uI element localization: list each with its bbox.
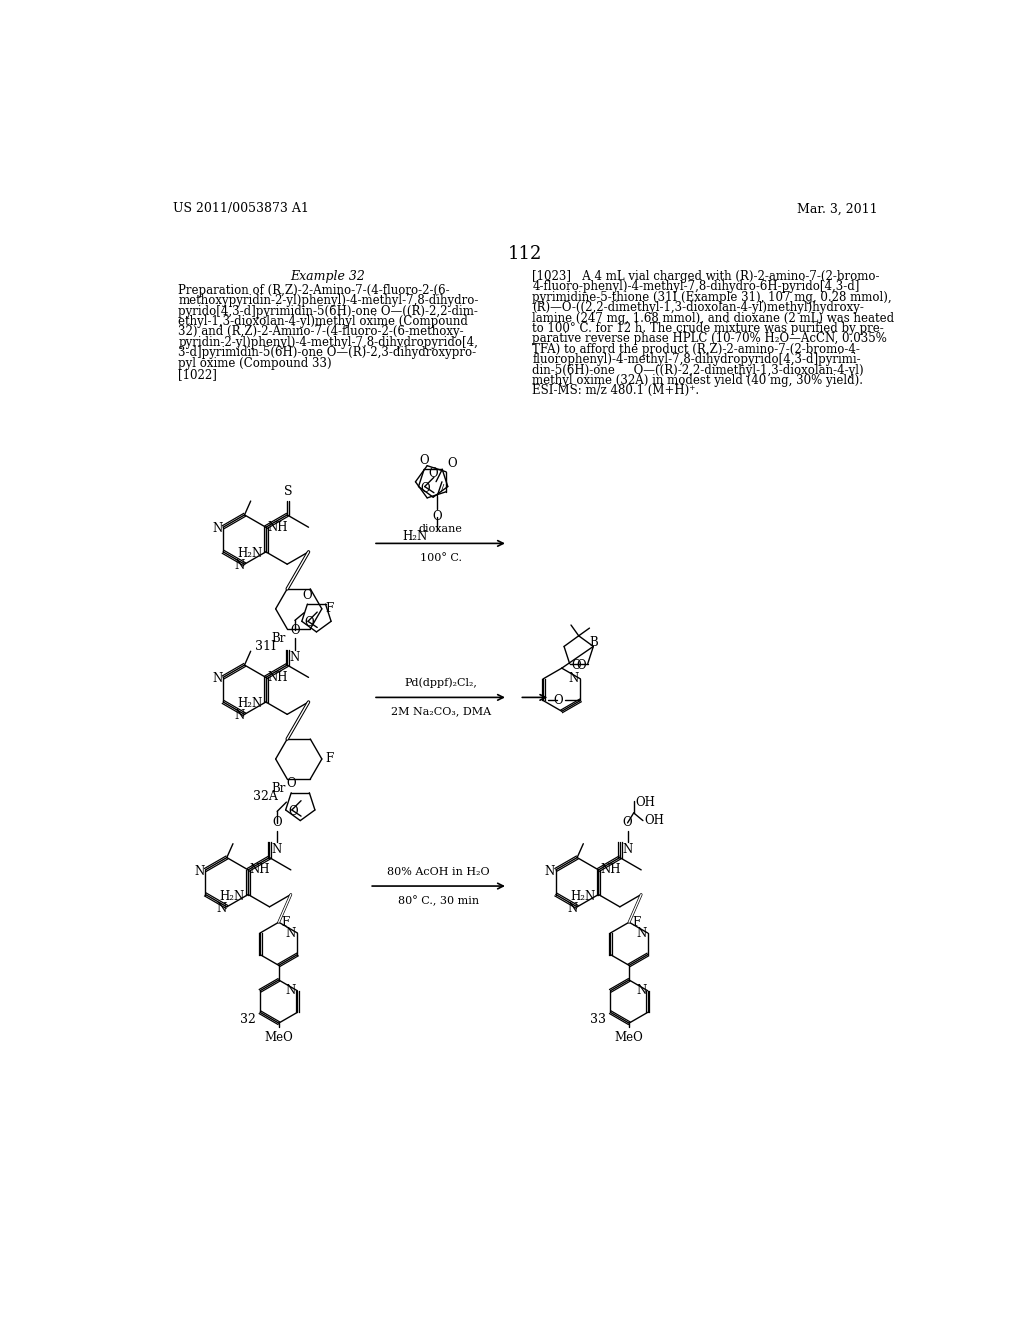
Text: N: N — [290, 651, 300, 664]
Text: F: F — [632, 916, 640, 929]
Text: N: N — [212, 523, 222, 536]
Text: N: N — [567, 902, 578, 915]
Text: ethyl-1,3-dioxolan-4-yl)methyl oxime (Compound: ethyl-1,3-dioxolan-4-yl)methyl oxime (Co… — [178, 315, 468, 329]
Text: O: O — [304, 616, 313, 630]
Text: O: O — [554, 694, 563, 708]
Text: 4-fluoro-phenyl)-4-methyl-7,8-dihydro-6H-pyrido[4,3-d]: 4-fluoro-phenyl)-4-methyl-7,8-dihydro-6H… — [532, 280, 860, 293]
Text: /: / — [441, 483, 444, 492]
Text: O: O — [288, 805, 298, 818]
Text: methoxypyridin-2-yl)phenyl)-4-methyl-7,8-dihydro-: methoxypyridin-2-yl)phenyl)-4-methyl-7,8… — [178, 294, 478, 308]
Text: F: F — [282, 916, 290, 929]
Text: TFA) to afford the product (R,Z)-2-amino-7-(2-bromo-4-: TFA) to afford the product (R,Z)-2-amino… — [532, 343, 860, 356]
Text: (R)—O-((2,2-dimethyl-1,3-dioxolan-4-yl)methyl)hydroxy-: (R)—O-((2,2-dimethyl-1,3-dioxolan-4-yl)m… — [532, 301, 864, 314]
Text: 112: 112 — [508, 244, 542, 263]
Text: US 2011/0053873 A1: US 2011/0053873 A1 — [173, 202, 309, 215]
Text: ESI-MS: m/z 480.1 (M+H)⁺.: ESI-MS: m/z 480.1 (M+H)⁺. — [532, 384, 699, 397]
Text: O: O — [287, 777, 296, 791]
Text: methyl oxime (32A) in modest yield (40 mg, 30% yield).: methyl oxime (32A) in modest yield (40 m… — [532, 374, 863, 387]
Text: pyridin-2-yl)phenyl)-4-methyl-7,8-dihydropyrido[4,: pyridin-2-yl)phenyl)-4-methyl-7,8-dihydr… — [178, 335, 478, 348]
Text: H₂N: H₂N — [402, 529, 428, 543]
Text: N: N — [286, 927, 296, 940]
Text: din-5(6H)-one     O—((R)-2,2-dimethyl-1,3-dioxolan-4-yl): din-5(6H)-one O—((R)-2,2-dimethyl-1,3-di… — [532, 363, 864, 376]
Text: Example 32: Example 32 — [290, 271, 366, 282]
Text: N: N — [234, 560, 245, 573]
Text: OH: OH — [635, 796, 655, 809]
Text: N: N — [234, 709, 245, 722]
Text: N: N — [636, 985, 646, 998]
Text: 80° C., 30 min: 80° C., 30 min — [398, 895, 479, 906]
Text: Pd(dppf)₂Cl₂,: Pd(dppf)₂Cl₂, — [404, 677, 477, 688]
Text: N: N — [286, 985, 296, 998]
Text: parative reverse phase HPLC (10-70% H₂O—AcCN, 0.035%: parative reverse phase HPLC (10-70% H₂O—… — [532, 333, 888, 346]
Text: N: N — [216, 902, 226, 915]
Text: NH: NH — [250, 863, 270, 876]
Text: 3-d]pyrimidin-5(6H)-one O—(R)-2,3-dihydroxypro-: 3-d]pyrimidin-5(6H)-one O—(R)-2,3-dihydr… — [178, 346, 476, 359]
Text: dioxane: dioxane — [419, 524, 463, 535]
Text: NH: NH — [600, 863, 621, 876]
Text: 32) and (R,Z)-2-Amino-7-(4-fluoro-2-(6-methoxy-: 32) and (R,Z)-2-Amino-7-(4-fluoro-2-(6-m… — [178, 326, 464, 338]
Text: S: S — [284, 484, 292, 498]
Text: 32: 32 — [241, 1014, 256, 1026]
Text: H₂N: H₂N — [238, 697, 263, 710]
Text: 33: 33 — [591, 1014, 606, 1026]
Text: OH: OH — [644, 814, 665, 828]
Text: N: N — [545, 865, 555, 878]
Text: 31I: 31I — [255, 640, 276, 652]
Text: fluorophenyl)-4-methyl-7,8-dihydropyrido[4,3-d]pyrimi-: fluorophenyl)-4-methyl-7,8-dihydropyrido… — [532, 354, 861, 366]
Text: pyrido[4,3-d]pyrimidin-5(6H)-one O—((R)-2,2-dim-: pyrido[4,3-d]pyrimidin-5(6H)-one O—((R)-… — [178, 305, 478, 318]
Text: O: O — [623, 816, 633, 829]
Text: O: O — [419, 454, 429, 467]
Text: pyl oxime (Compound 33): pyl oxime (Compound 33) — [178, 356, 332, 370]
Text: O: O — [421, 482, 430, 495]
Text: O: O — [303, 589, 312, 602]
Text: N: N — [212, 672, 222, 685]
Text: lamine (247 mg, 1.68 mmol), and dioxane (2 mL) was heated: lamine (247 mg, 1.68 mmol), and dioxane … — [532, 312, 895, 325]
Text: N: N — [623, 843, 633, 857]
Text: Mar. 3, 2011: Mar. 3, 2011 — [797, 202, 878, 215]
Text: 80% AcOH in H₂O: 80% AcOH in H₂O — [387, 867, 489, 876]
Text: Preparation of (R,Z)-2-Amino-7-(4-fluoro-2-(6-: Preparation of (R,Z)-2-Amino-7-(4-fluoro… — [178, 284, 450, 297]
Text: F: F — [325, 752, 333, 766]
Text: O: O — [447, 457, 458, 470]
Text: Br: Br — [271, 632, 286, 645]
Text: 2M Na₂CO₃, DMA: 2M Na₂CO₃, DMA — [391, 706, 490, 717]
Text: Br: Br — [271, 781, 286, 795]
Text: B: B — [589, 636, 598, 648]
Text: O: O — [272, 816, 282, 829]
Text: NH: NH — [267, 520, 288, 533]
Text: MeO: MeO — [264, 1031, 293, 1044]
Text: MeO: MeO — [614, 1031, 643, 1044]
Text: O: O — [290, 623, 300, 636]
Text: [1022]: [1022] — [178, 368, 217, 381]
Text: 100° C.: 100° C. — [420, 553, 462, 562]
Text: to 100° C. for 12 h. The crude mixture was purified by pre-: to 100° C. for 12 h. The crude mixture w… — [532, 322, 885, 335]
Text: pyrimidine-5-thione (31I (Example 31), 107 mg, 0.28 mmol),: pyrimidine-5-thione (31I (Example 31), 1… — [532, 290, 892, 304]
Text: N: N — [568, 672, 579, 685]
Text: H₂N: H₂N — [570, 890, 595, 903]
Text: N: N — [636, 927, 646, 940]
Text: NH: NH — [267, 671, 288, 684]
Text: F: F — [325, 602, 333, 615]
Text: O: O — [577, 659, 586, 672]
Text: H₂N: H₂N — [220, 890, 245, 903]
Text: 32A: 32A — [253, 789, 279, 803]
Text: H₂N: H₂N — [238, 546, 263, 560]
Text: O: O — [429, 467, 438, 480]
Text: O: O — [432, 510, 442, 523]
Text: N: N — [271, 843, 282, 857]
Text: N: N — [195, 865, 205, 878]
Text: [1023]   A 4 mL vial charged with (R)-2-amino-7-(2-bromo-: [1023] A 4 mL vial charged with (R)-2-am… — [532, 271, 880, 282]
Text: O: O — [571, 659, 581, 672]
